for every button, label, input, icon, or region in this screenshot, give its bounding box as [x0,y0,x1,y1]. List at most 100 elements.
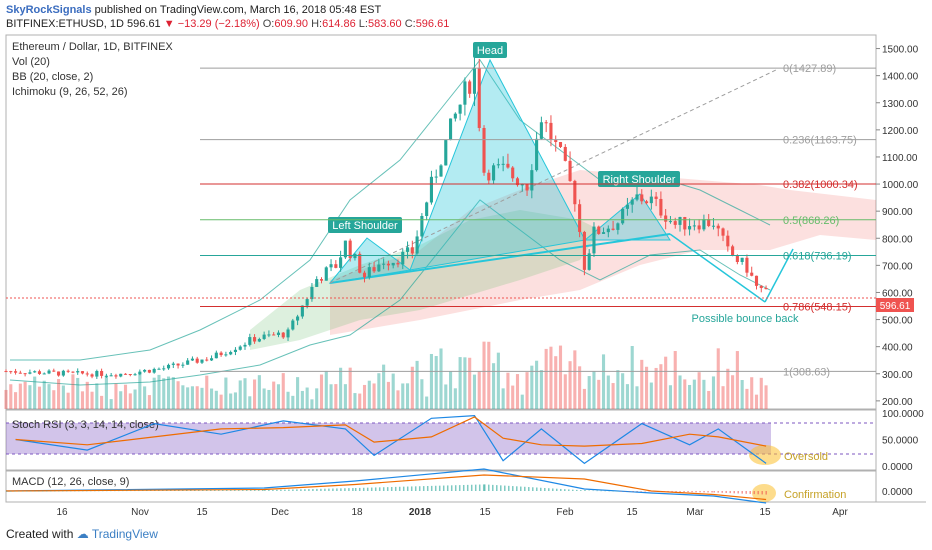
macd-hist-bar [496,485,498,491]
time-tick-label: 15 [196,507,208,518]
price-panel[interactable] [5,34,877,410]
macd-hist-bar [262,490,264,491]
macd-hist-bar [142,490,144,492]
candle-body [616,223,620,230]
volume-bar [104,376,108,409]
candle-body [511,167,515,179]
volume-bar [515,374,520,409]
macd-hist-bar [358,487,361,491]
candle-body [152,368,156,373]
volume-bar [635,386,639,409]
candle-body [147,369,151,373]
candle-body [166,364,171,369]
svg-text:Left Shoulder: Left Shoulder [332,220,398,232]
candle-body [186,360,190,365]
volume-bar [735,351,739,409]
candle-body [23,373,27,375]
candle-body [391,262,395,266]
macd-hist-bar [222,490,224,491]
macd-hist-bar [528,487,530,491]
volume-bar [315,388,319,409]
volume-bar [253,379,257,409]
candle-body [726,235,730,247]
volume-bar [90,391,94,409]
candle-body [157,368,161,370]
tradingview-logo-icon[interactable]: ☁ [76,527,89,541]
candle-body [104,375,108,377]
macd-hist-bar [596,490,598,492]
macd-hist-bar [340,488,342,491]
macd-hist-bar [398,486,401,491]
volume-bar [764,385,768,409]
price-tick-label: 1200.00 [882,126,919,137]
macd-hist-bar [683,491,685,493]
candle-body [257,338,261,342]
macd-hist-bar [170,490,172,491]
candle-body [267,334,271,336]
macd-hist-bar [94,490,96,492]
confirmation-marker [752,484,776,502]
macd-hist-bar [22,490,24,492]
candle-body [310,286,314,300]
volume-bar [707,390,711,409]
volume-bar [405,383,410,409]
candle-body [343,240,347,258]
high-label: H: [311,18,323,30]
volume-bar [219,394,223,409]
macd-title: MACD (12, 26, close, 9) [12,476,129,488]
candle-body [233,349,238,353]
volume-bar [697,372,701,409]
volume-bar [554,356,558,409]
volume-bar [209,388,214,409]
volume-bar [659,364,663,409]
macd-hist-bar [450,485,453,491]
volume-bar [482,341,486,409]
volume-bar [23,381,27,409]
macd-hist-bar [434,485,437,491]
macd-hist-bar [426,485,429,491]
volume-bar [654,367,658,409]
volume-bar [358,393,362,409]
macd-hist-bar [126,490,128,492]
fib-label: 1(308.63) [783,366,830,378]
macd-hist-bar [636,491,638,492]
volume-bar [616,370,620,409]
macd-hist-bar [242,490,244,491]
macd-hist-bar [482,484,485,491]
tradingview-brand[interactable]: TradingView [91,527,158,541]
candle-body [42,373,46,375]
candle-body [472,68,477,94]
rsi-d-line [15,416,767,447]
macd-hist-bar [620,491,622,492]
candle-body [272,334,276,336]
volume-bar [348,367,352,409]
macd-hist-bar [402,486,405,491]
candle-body [707,219,711,226]
macd-hist-bar [749,491,751,494]
oversold-label: Oversold [784,451,828,463]
volume-bar [501,388,505,409]
candles[interactable] [4,57,768,379]
price-tick-label: 800.00 [882,234,913,245]
candle-body [358,253,362,273]
price-tick-label: 600.00 [882,288,913,299]
price-tick-label: 900.00 [882,207,913,218]
volume-bar [468,357,472,409]
candle-body [286,329,290,338]
candle-body [444,140,448,166]
time-tick-label: 15 [479,507,491,518]
candle-body [477,68,481,128]
macd-hist-bar [14,490,16,492]
candle-body [4,371,8,373]
macd-hist-bar [324,488,326,491]
candle-body [688,226,692,230]
author-name[interactable]: SkyRockSignals [6,4,92,16]
legend-bb: BB (20, close, 2) [12,71,93,83]
macd-hist-bar [138,490,140,492]
volume-bar [281,373,285,409]
volume-bar [33,376,37,409]
candle-body [520,184,524,186]
svg-text:Head: Head [477,45,503,57]
volume-bar [754,394,759,409]
